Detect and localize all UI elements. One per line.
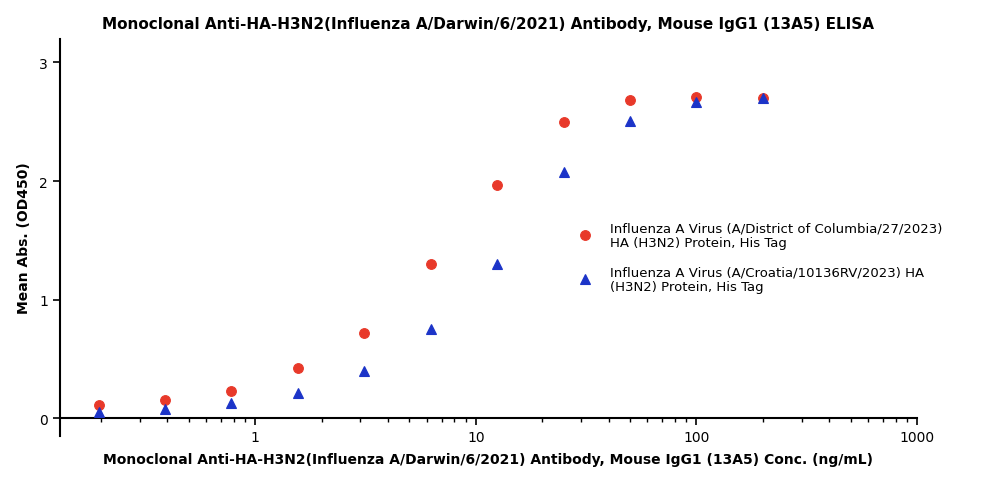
Influenza A Virus (A/District of Columbia/27/2023)
HA (H3N2) Protein, His Tag (558, 120, 570, 125)
Influenza A Virus (A/Croatia/10136RV/2023) HA
(H3N2) Protein, His Tag (225, 401, 237, 407)
Influenza A Virus (A/District of Columbia/27/2023)
HA (H3N2) Protein, His Tag (358, 330, 370, 336)
Line: Influenza A Virus (A/Croatia/10136RV/2023) HA
(H3N2) Protein, His Tag: Influenza A Virus (A/Croatia/10136RV/202… (94, 94, 768, 417)
Influenza A Virus (A/Croatia/10136RV/2023) HA
(H3N2) Protein, His Tag (558, 169, 570, 175)
Influenza A Virus (A/Croatia/10136RV/2023) HA
(H3N2) Protein, His Tag (292, 390, 304, 396)
Title: Monoclonal Anti-HA-H3N2(Influenza A/Darwin/6/2021) Antibody, Mouse IgG1 (13A5) E: Monoclonal Anti-HA-H3N2(Influenza A/Darw… (102, 16, 874, 31)
Influenza A Virus (A/District of Columbia/27/2023)
HA (H3N2) Protein, His Tag (757, 96, 769, 102)
Line: Influenza A Virus (A/District of Columbia/27/2023)
HA (H3N2) Protein, His Tag: Influenza A Virus (A/District of Columbi… (94, 93, 768, 409)
Influenza A Virus (A/District of Columbia/27/2023)
HA (H3N2) Protein, His Tag (624, 98, 636, 104)
Influenza A Virus (A/Croatia/10136RV/2023) HA
(H3N2) Protein, His Tag (159, 407, 171, 412)
Influenza A Virus (A/District of Columbia/27/2023)
HA (H3N2) Protein, His Tag (425, 261, 437, 267)
Influenza A Virus (A/District of Columbia/27/2023)
HA (H3N2) Protein, His Tag (93, 402, 105, 408)
Influenza A Virus (A/Croatia/10136RV/2023) HA
(H3N2) Protein, His Tag (93, 409, 105, 415)
Influenza A Virus (A/District of Columbia/27/2023)
HA (H3N2) Protein, His Tag (225, 388, 237, 394)
X-axis label: Monoclonal Anti-HA-H3N2(Influenza A/Darwin/6/2021) Antibody, Mouse IgG1 (13A5) C: Monoclonal Anti-HA-H3N2(Influenza A/Darw… (103, 453, 873, 466)
Legend: Influenza A Virus (A/District of Columbia/27/2023)
HA (H3N2) Protein, His Tag, I: Influenza A Virus (A/District of Columbi… (564, 215, 949, 300)
Influenza A Virus (A/District of Columbia/27/2023)
HA (H3N2) Protein, His Tag (292, 366, 304, 372)
Influenza A Virus (A/Croatia/10136RV/2023) HA
(H3N2) Protein, His Tag (757, 96, 769, 102)
Influenza A Virus (A/Croatia/10136RV/2023) HA
(H3N2) Protein, His Tag (491, 261, 503, 267)
Influenza A Virus (A/Croatia/10136RV/2023) HA
(H3N2) Protein, His Tag (624, 119, 636, 124)
Influenza A Virus (A/Croatia/10136RV/2023) HA
(H3N2) Protein, His Tag (358, 368, 370, 374)
Influenza A Virus (A/District of Columbia/27/2023)
HA (H3N2) Protein, His Tag (159, 398, 171, 404)
Influenza A Virus (A/Croatia/10136RV/2023) HA
(H3N2) Protein, His Tag (425, 327, 437, 333)
Y-axis label: Mean Abs. (OD450): Mean Abs. (OD450) (17, 162, 31, 314)
Influenza A Virus (A/District of Columbia/27/2023)
HA (H3N2) Protein, His Tag (491, 182, 503, 188)
Influenza A Virus (A/Croatia/10136RV/2023) HA
(H3N2) Protein, His Tag (690, 100, 702, 106)
Influenza A Virus (A/District of Columbia/27/2023)
HA (H3N2) Protein, His Tag (690, 95, 702, 101)
